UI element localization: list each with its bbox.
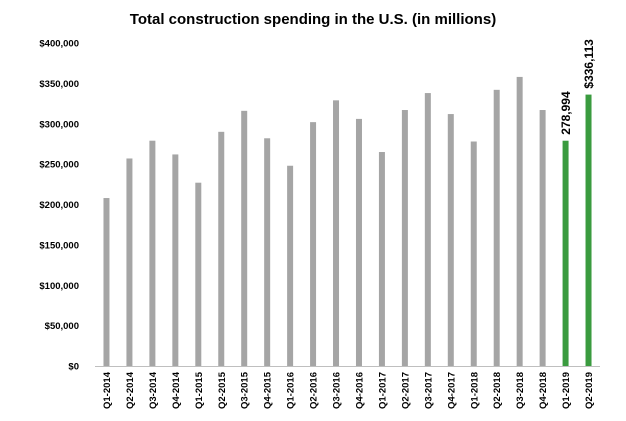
y-tick-label: $350,000 bbox=[39, 79, 79, 90]
x-tick-label: Q1-2015 bbox=[194, 371, 205, 409]
x-tick-label: Q1-2014 bbox=[102, 371, 113, 409]
bar-q2-2016 bbox=[310, 122, 317, 366]
y-tick-label: $200,000 bbox=[39, 200, 79, 211]
bar-q4-2014 bbox=[172, 154, 179, 366]
bar-q4-2015 bbox=[264, 138, 271, 366]
y-tick-label: $250,000 bbox=[39, 160, 79, 171]
bar-q2-2018 bbox=[493, 89, 500, 367]
bar-q1-2018 bbox=[470, 141, 477, 366]
bar-q3-2014 bbox=[149, 140, 156, 366]
x-tick-label: Q1-2019 bbox=[561, 372, 572, 409]
bar-q3-2016 bbox=[333, 100, 340, 367]
bar-q1-2019 bbox=[562, 140, 569, 366]
bar-q1-2015 bbox=[195, 182, 202, 366]
data-labels: 278,994 $336,113 bbox=[559, 39, 596, 135]
x-tick-label: Q2-2016 bbox=[309, 372, 320, 409]
x-tick-label: Q4-2017 bbox=[446, 372, 457, 409]
x-tick-label: Q3-2017 bbox=[423, 372, 434, 409]
x-axis: Q1-2014 Q2-2014 Q3-2014 Q4-2014 Q1-2015 Q2-20… bbox=[95, 366, 600, 409]
bar-q1-2017 bbox=[378, 152, 385, 366]
x-tick-label: Q3-2018 bbox=[515, 372, 526, 409]
y-tick-label: $150,000 bbox=[39, 240, 79, 251]
y-axis: $0 $50,000 $100,000 $150,000 $200,000 $250,00… bbox=[39, 39, 79, 373]
bar-q2-2014 bbox=[126, 158, 133, 366]
y-tick-label: $100,000 bbox=[39, 281, 79, 292]
x-tick-label: Q2-2019 bbox=[584, 372, 595, 409]
bar-q3-2015 bbox=[241, 110, 248, 366]
bar-q1-2014 bbox=[103, 198, 110, 366]
x-tick-label: Q1-2017 bbox=[377, 372, 388, 409]
x-tick-label: Q2-2018 bbox=[492, 372, 503, 409]
bar-q2-2017 bbox=[401, 110, 408, 367]
bar-q2-2019 bbox=[585, 94, 592, 367]
bar-q3-2017 bbox=[424, 93, 431, 366]
y-tick-label: $300,000 bbox=[39, 119, 79, 130]
chart-title: Total construction spending in the U.S. … bbox=[130, 11, 496, 28]
x-tick-label: Q2-2017 bbox=[400, 372, 411, 409]
x-tick-label: Q4-2015 bbox=[263, 371, 274, 409]
y-tick-label: $0 bbox=[68, 362, 79, 373]
data-label: $336,113 bbox=[582, 39, 596, 89]
bars bbox=[103, 76, 592, 367]
bar-q1-2016 bbox=[287, 165, 294, 366]
x-tick-label: Q1-2018 bbox=[469, 372, 480, 409]
x-tick-label: Q4-2018 bbox=[538, 372, 549, 409]
bar-q4-2017 bbox=[447, 114, 454, 366]
x-tick-label: Q2-2015 bbox=[217, 371, 228, 409]
x-tick-label: Q1-2016 bbox=[286, 372, 297, 409]
x-tick-label: Q3-2014 bbox=[148, 371, 159, 409]
x-tick-label: Q4-2014 bbox=[171, 371, 182, 409]
bar-q4-2016 bbox=[355, 118, 362, 366]
x-tick-label: Q3-2015 bbox=[240, 371, 251, 409]
x-tick-label: Q4-2016 bbox=[354, 372, 365, 409]
data-label: 278,994 bbox=[559, 91, 573, 135]
bar-q2-2015 bbox=[218, 131, 225, 366]
y-tick-label: $400,000 bbox=[39, 39, 79, 50]
x-tick-label: Q2-2014 bbox=[125, 371, 136, 409]
y-tick-label: $50,000 bbox=[45, 321, 79, 332]
bar-q3-2018 bbox=[516, 76, 523, 366]
x-tick-label: Q3-2016 bbox=[332, 372, 343, 409]
bar-q4-2018 bbox=[539, 110, 546, 367]
